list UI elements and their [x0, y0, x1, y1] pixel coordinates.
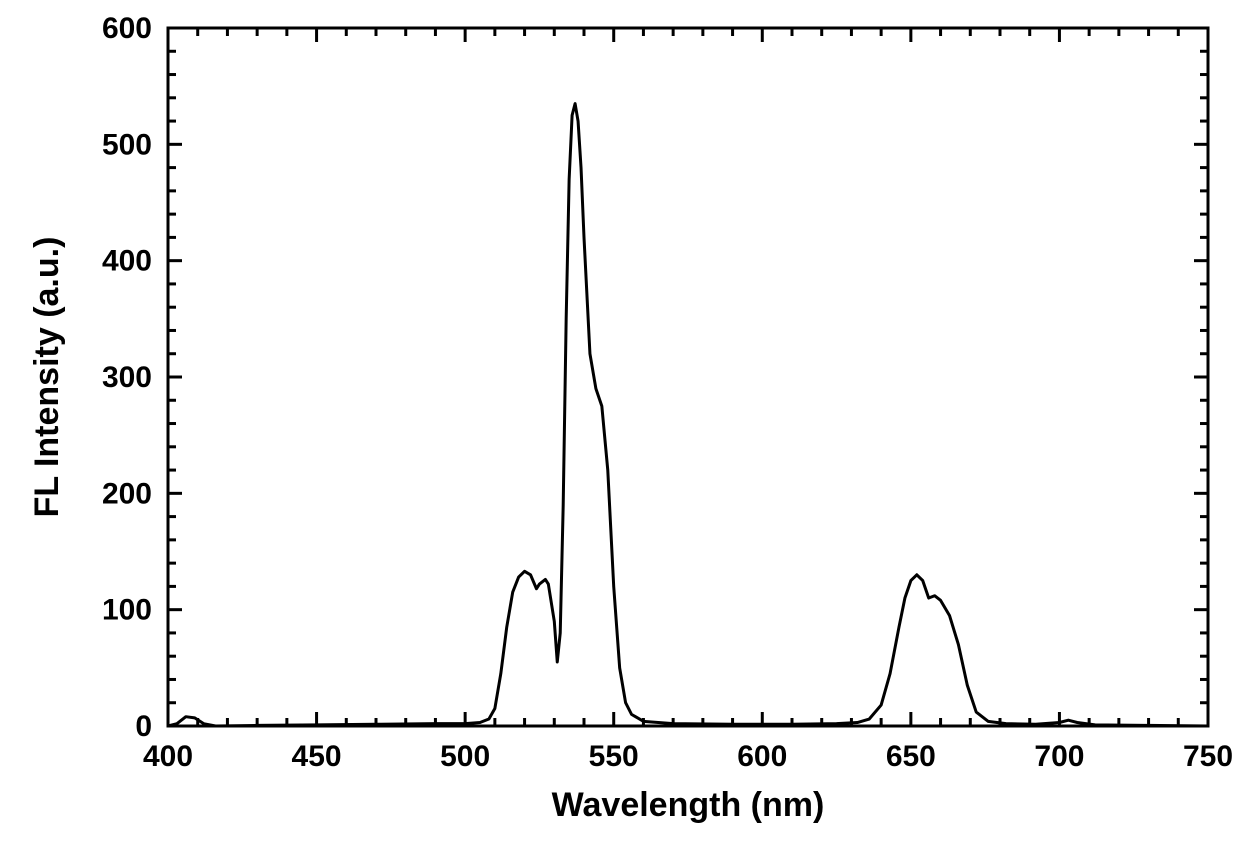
y-tick-label: 300	[102, 361, 152, 394]
spectrum-chart: 400 450 500 550 600 650 700 750 0 100 200 300 400 500…	[0, 0, 1240, 844]
x-tick-label: 400	[143, 740, 193, 773]
x-tick-label: 600	[737, 740, 787, 773]
y-tick-label: 600	[102, 12, 152, 45]
y-tick-label: 400	[102, 245, 152, 278]
y-tick-label: 100	[102, 594, 152, 627]
x-tick-label: 750	[1183, 740, 1233, 773]
chart-container: 400 450 500 550 600 650 700 750 0 100 200 300 400 500…	[0, 0, 1240, 844]
y-tick-label: 500	[102, 128, 152, 161]
x-tick-label: 550	[589, 740, 639, 773]
x-tick-label: 650	[886, 740, 936, 773]
y-axis-label: FL Intensity (a.u.)	[28, 237, 66, 518]
y-tick-label: 0	[135, 710, 152, 743]
x-axis-label: Wavelength (nm)	[552, 786, 825, 824]
x-tick-label: 450	[292, 740, 342, 773]
x-tick-label: 500	[440, 740, 490, 773]
y-tick-label: 200	[102, 477, 152, 510]
x-tick-label: 700	[1034, 740, 1084, 773]
